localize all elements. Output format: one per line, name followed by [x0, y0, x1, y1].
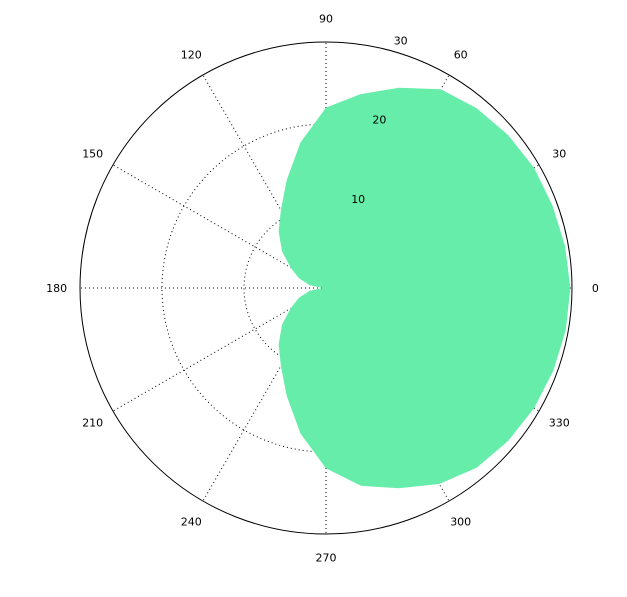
- angle-tick-label: 150: [82, 147, 103, 160]
- angle-tick-label: 120: [181, 49, 202, 62]
- angle-tick-label: 210: [82, 417, 103, 430]
- radial-tick-label: 20: [372, 114, 386, 127]
- radial-tick-label: 30: [394, 34, 408, 47]
- angle-tick-label: 240: [181, 515, 202, 528]
- angle-tick-label: 0: [592, 282, 599, 295]
- angle-tick-label: 300: [450, 515, 471, 528]
- area-fill: [278, 87, 571, 489]
- angle-tick-label: 270: [316, 551, 337, 564]
- polar-frame: [79, 41, 573, 535]
- angle-tick-label: 330: [549, 417, 570, 430]
- polar-tick-labels: 0 30 60 90 120 150 180 210 240 270 300 330 10 20 30: [46, 13, 599, 565]
- angle-tick-label: 90: [319, 13, 333, 26]
- outer-ring: [79, 41, 573, 535]
- angle-tick-label: 30: [552, 147, 566, 160]
- radial-tick-label: 10: [351, 193, 365, 206]
- polar-area-series: [278, 87, 571, 489]
- angle-tick-label: 60: [454, 49, 468, 62]
- angle-tick-label: 180: [46, 282, 67, 295]
